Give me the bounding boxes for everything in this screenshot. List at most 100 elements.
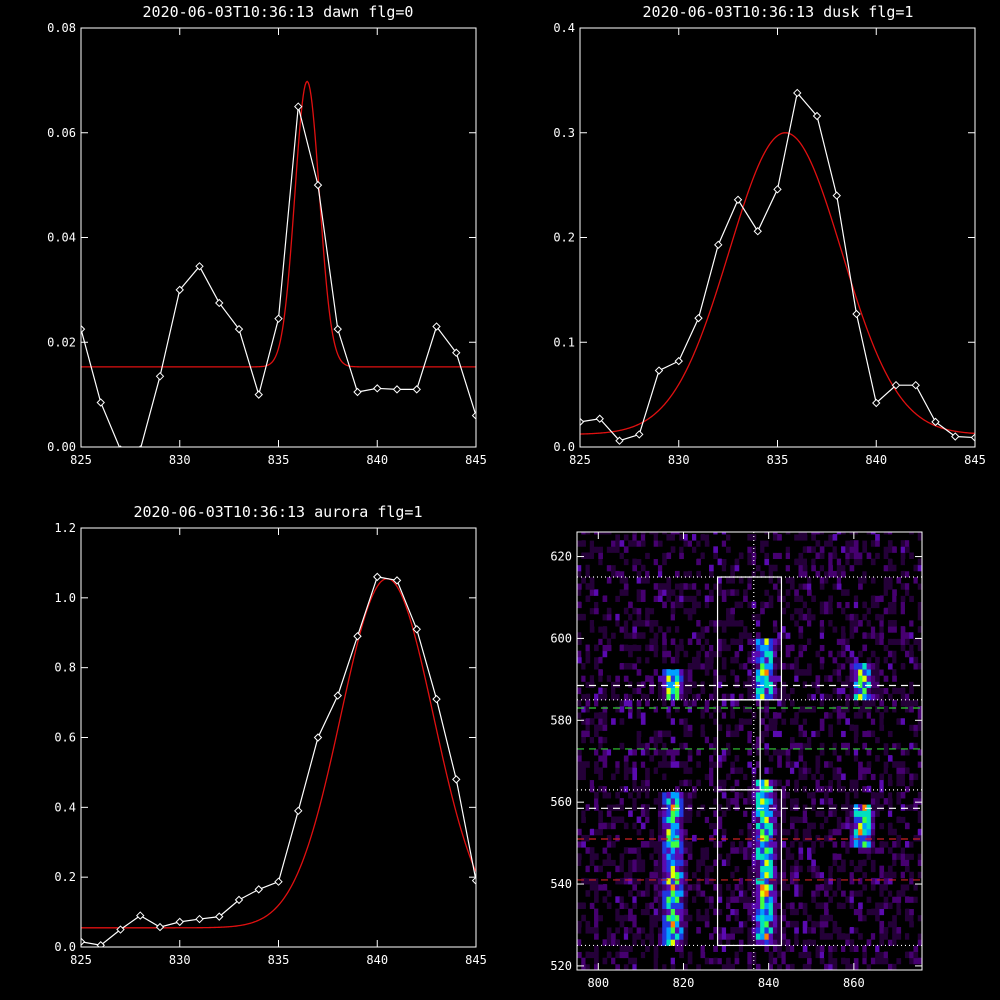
image-pixel [594,927,599,934]
image-pixel [802,736,808,744]
image-pixel [738,693,744,701]
image-pixel [819,601,825,609]
image-pixel [802,828,808,836]
image-pixel [730,613,735,621]
image-pixel [636,853,642,860]
image-pixel [704,632,710,639]
image-pixel [628,927,633,934]
image-pixel [687,822,693,830]
image-pixel [900,804,906,811]
image-pixel [836,755,842,762]
image-pixel [832,785,838,793]
image-pixel [904,730,910,738]
image-pixel [734,791,740,799]
image-pixel [709,785,714,793]
image-pixel [653,669,659,676]
image-pixel [815,681,821,688]
image-pixel [849,884,855,891]
image-pixel [662,884,667,891]
image-pixel [845,822,850,830]
image-pixel [772,890,778,897]
image-pixel [577,927,582,934]
image-pixel [696,662,701,670]
image-pixel [674,583,680,590]
image-pixel [602,607,608,615]
image-pixel [606,607,612,615]
image-pixel [751,902,757,909]
image-pixel [679,534,684,541]
image-pixel [870,558,876,566]
image-pixel [734,693,740,701]
image-pixel [721,589,727,596]
image-pixel [887,920,893,928]
image-pixel [900,767,906,774]
image-pixel [662,914,667,922]
image-pixel [875,705,880,713]
image-pixel [883,540,889,547]
image-pixel [611,681,616,688]
image-pixel [594,896,599,903]
dawn-ytick-label: 0.04 [47,231,76,245]
image-pixel [887,877,893,885]
image-pixel [679,583,684,590]
image-pixel [853,669,859,676]
image-pixel [602,613,608,621]
image-pixel [892,810,897,817]
image-pixel [866,896,872,903]
image-pixel [892,687,897,695]
image-pixel [875,951,880,959]
image-pixel [913,896,919,903]
image-pixel [747,877,753,885]
image-pixel [828,595,833,602]
image-pixel [819,662,825,670]
image-pixel [594,662,599,670]
image-pixel [781,890,787,897]
image-pixel [772,871,778,879]
image-pixel [713,705,718,713]
image-pixel [674,570,680,578]
image-pixel [785,748,791,756]
dusk-data-point [635,430,644,439]
image-pixel [632,712,638,719]
image-pixel [683,761,689,768]
image-pixel [636,816,642,824]
image-pixel [862,699,868,707]
image-pixel [887,945,893,952]
aurora-ytick-label: 1.0 [54,591,76,605]
image-pixel [640,595,646,602]
image-pixel [896,564,902,572]
image-pixel [743,534,748,541]
image-pixel [657,675,663,682]
image-pixel [696,877,701,885]
image-pixel [887,577,893,584]
image-pixel [734,687,740,695]
image-pixel [768,828,774,836]
image-pixel [875,644,880,652]
image-pixel [747,650,753,658]
image-pixel [879,871,885,879]
image-pixel [700,798,706,805]
image-pixel [781,914,787,922]
image-pixel [734,558,740,566]
image-pixel [649,540,655,547]
image-pixel [636,963,642,970]
image-pixel [772,902,778,909]
image-pixel [636,675,642,682]
image-pixel [751,552,757,560]
image-pixel [670,933,676,940]
image-pixel [909,601,914,609]
image-pixel [653,963,659,970]
dusk-xtick-label: 840 [865,453,887,467]
image-pixel [875,724,880,731]
image-pixel [807,532,812,535]
image-pixel [917,583,922,590]
image-pixel [832,859,838,867]
image-pixel [606,933,612,940]
image-pixel [594,816,599,824]
image-pixel [777,761,782,768]
dawn-xtick-label: 825 [70,453,92,467]
image-pixel [892,656,897,664]
image-pixel [760,693,765,701]
image-pixel [670,890,676,897]
image-pixel [841,742,846,750]
